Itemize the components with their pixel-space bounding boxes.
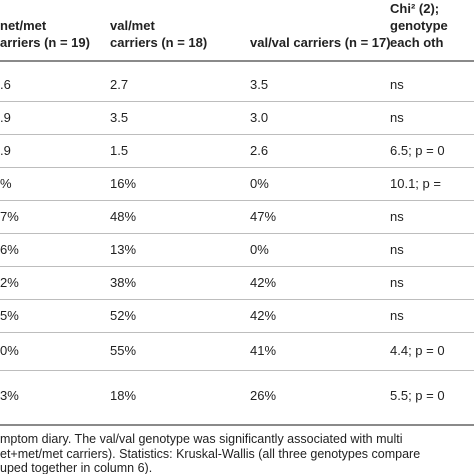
table-cell: 3.5 [110, 109, 129, 125]
row-rule [0, 134, 474, 135]
header-cell: val/met [110, 18, 155, 33]
footnote-line: uped together in column 6). [0, 461, 153, 474]
footnote-line: et+met/met carriers). Statistics: Kruska… [0, 446, 421, 461]
table-cell: 2.6 [250, 142, 269, 158]
table-cell: 13% [110, 241, 137, 257]
header-cell: each oth [390, 35, 444, 50]
table-cell: 16% [110, 175, 137, 191]
table-cell: .6 [0, 76, 11, 92]
table-cell: 4.4; p = 0 [390, 343, 445, 358]
table-cell: 48% [110, 208, 137, 224]
row-rule [0, 266, 474, 267]
row-rule [0, 299, 474, 300]
table-cell: 0% [0, 343, 19, 358]
table-cell: 3.0 [250, 109, 269, 125]
table-cell: 6% [0, 241, 19, 257]
table-cell: 6.5; p = 0 [390, 142, 445, 158]
table-cell: 18% [110, 388, 137, 403]
table-cell: .9 [0, 109, 11, 125]
table-cell: 38% [110, 274, 137, 290]
table-cell: 42% [250, 307, 277, 323]
table-cell: 10.1; p = [390, 175, 441, 191]
header-cell: val/val carriers (n = 17) [250, 35, 391, 50]
table-cell: 7% [0, 208, 19, 224]
table-cell: 2.7 [110, 76, 129, 92]
row-rule [0, 233, 474, 234]
bottom-rule [0, 424, 474, 426]
row-rule [0, 332, 474, 333]
table-cell: 2% [0, 274, 19, 290]
header-cell: Chi² (2); [390, 1, 440, 16]
table-cell: ns [390, 109, 404, 125]
table-cell: 55% [110, 343, 137, 358]
row-rule [0, 101, 474, 102]
table-cell: ns [390, 274, 404, 290]
header-rule [0, 60, 474, 62]
table-cell: ns [390, 76, 404, 92]
row-rule [0, 370, 474, 371]
table-cell: % [0, 175, 12, 191]
footnote-line: mptom diary. The val/val genotype was si… [0, 432, 403, 446]
table-cell: 26% [250, 388, 277, 403]
row-rule [0, 167, 474, 168]
header-cell: carriers (n = 18) [110, 35, 208, 50]
table-cell: 47% [250, 208, 277, 224]
table-cell: 5% [0, 307, 19, 323]
row-rule [0, 200, 474, 201]
table-cell: 0% [250, 241, 269, 257]
table-cell: 42% [250, 274, 277, 290]
table-cell: 41% [250, 343, 277, 358]
table-cell: ns [390, 307, 404, 323]
header-cell: net/met [0, 18, 47, 33]
table-cell: 1.5 [110, 142, 129, 158]
header-cell: arriers (n = 19) [0, 35, 90, 50]
table-cell: ns [390, 241, 404, 257]
table-cell: 3.5 [250, 76, 269, 92]
table-cell: ns [390, 208, 404, 224]
table-cell: 3% [0, 388, 19, 403]
table-cell: 0% [250, 175, 269, 191]
header-cell: genotype [390, 18, 448, 33]
table-cell: 5.5; p = 0 [390, 388, 445, 403]
table-cell: 52% [110, 307, 137, 323]
table-cell: .9 [0, 142, 11, 158]
